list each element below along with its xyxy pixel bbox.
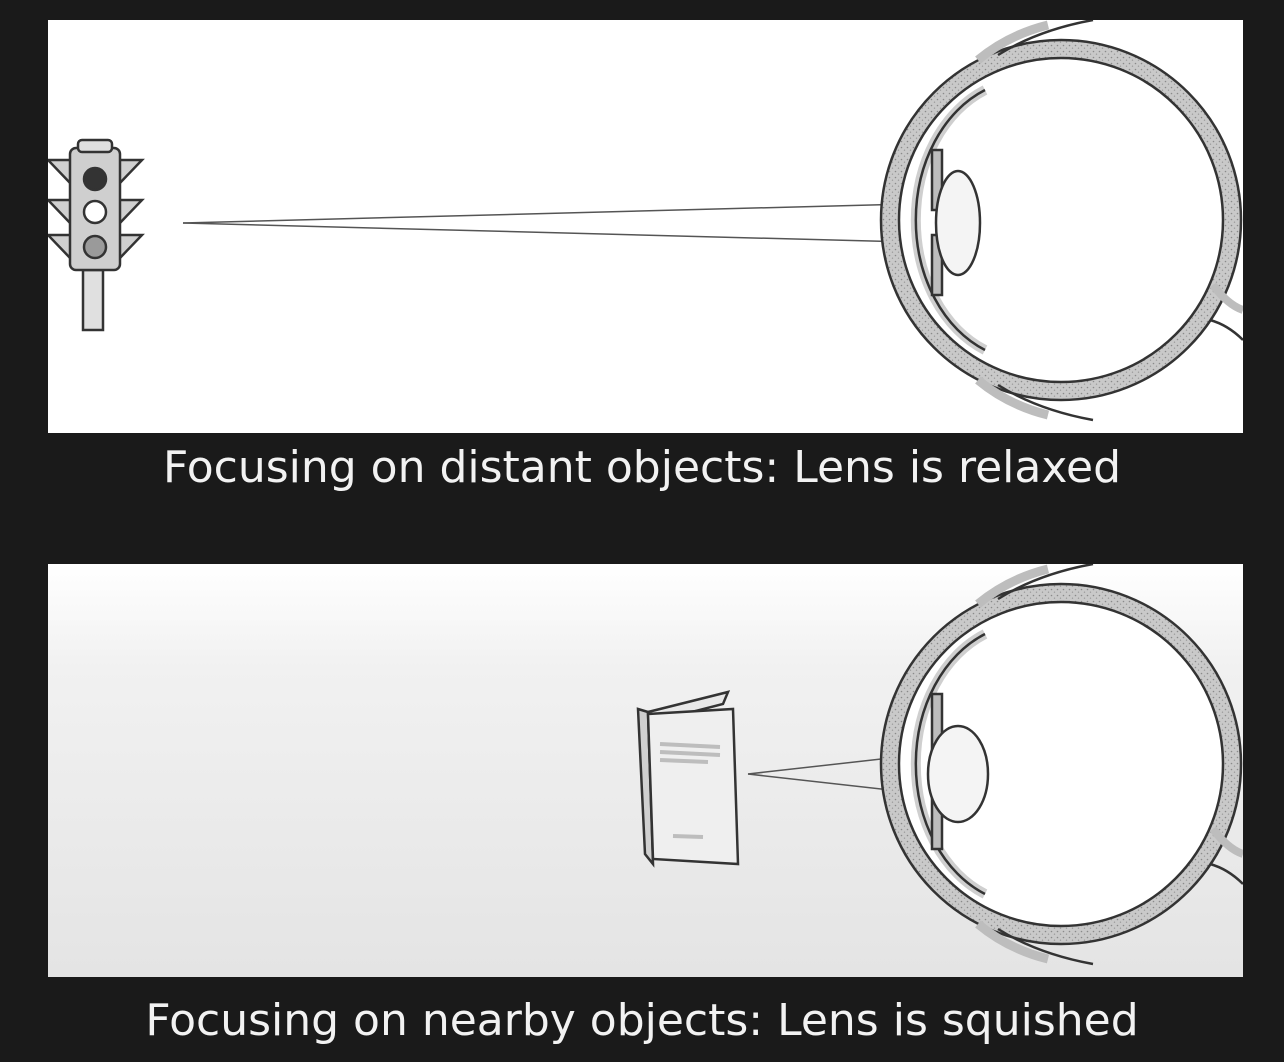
nearby-focus-panel <box>48 564 1243 977</box>
distant-focus-diagram <box>48 20 1243 422</box>
eye-diagram <box>879 564 1243 966</box>
nearby-focus-caption: Focusing on nearby objects: Lens is squi… <box>145 995 1139 1046</box>
distant-focus-caption: Focusing on distant objects: Lens is rel… <box>162 442 1122 493</box>
distant-focus-panel <box>48 20 1243 433</box>
nearby-focus-diagram <box>636 564 1243 966</box>
book-icon <box>636 690 740 868</box>
eye-diagram <box>879 20 1243 422</box>
traffic-light-icon <box>48 138 145 332</box>
